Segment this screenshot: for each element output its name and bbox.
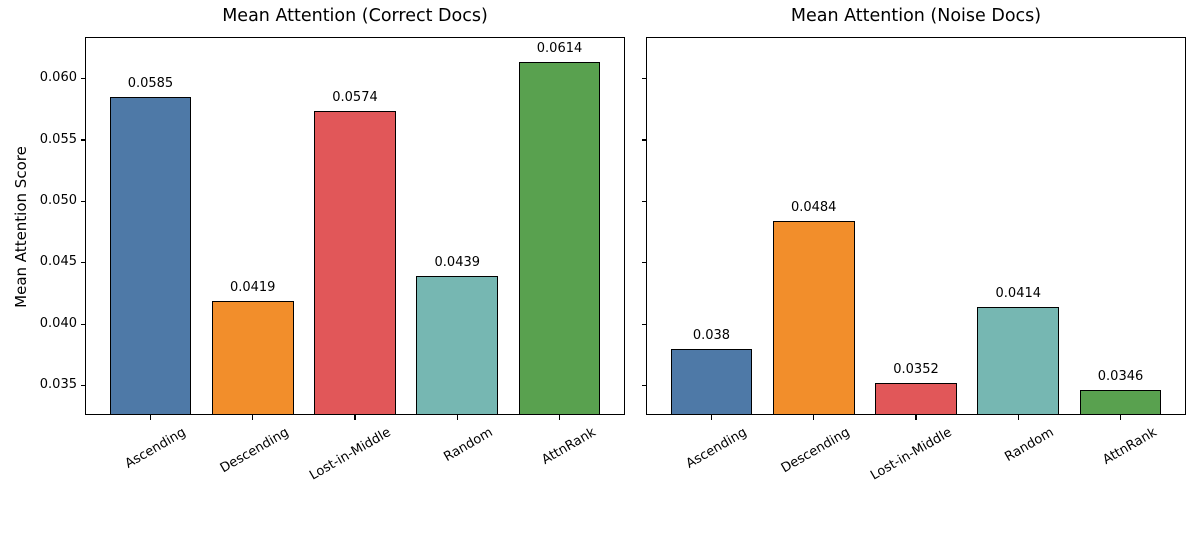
x-tick-mark xyxy=(1017,415,1019,420)
y-tick-mark xyxy=(80,200,85,203)
bar-descending xyxy=(211,300,294,415)
bar-value-label: 0.038 xyxy=(692,327,731,343)
bar-ascending xyxy=(670,348,753,415)
y-tick-mark xyxy=(641,262,646,264)
x-tick-mark xyxy=(710,415,713,420)
bar-value-label: 0.0484 xyxy=(790,200,837,216)
bar-value-label: 0.0574 xyxy=(332,89,378,105)
right-panel-title: Mean Attention (Noise Docs) xyxy=(790,6,1042,26)
y-tick-mark xyxy=(641,139,646,141)
bar-attnrank xyxy=(1079,390,1162,415)
x-tick-mark xyxy=(252,415,254,420)
bar-value-label: 0.0414 xyxy=(995,286,1042,301)
y-tick-mark xyxy=(80,384,85,387)
left-panel-title: Mean Attention (Correct Docs) xyxy=(222,6,488,26)
x-tick-mark xyxy=(456,415,458,420)
figure: Mean Attention Score Mean Attention (Cor… xyxy=(12,6,1186,484)
x-tick-label-lost-in-middle: Lost-in-Middle xyxy=(307,425,394,484)
x-tick-mark xyxy=(915,415,917,420)
bar-lost-in-middle xyxy=(875,383,957,415)
x-tick-label-attnrank: AttnRank xyxy=(1099,425,1160,468)
y-tick-mark xyxy=(641,200,646,203)
y-tick-mark xyxy=(80,323,85,325)
x-tick-label-random: Random xyxy=(441,425,496,465)
x-tick-mark xyxy=(1119,415,1122,420)
x-tick-mark xyxy=(558,415,561,420)
y-tick-mark xyxy=(641,323,646,325)
y-axis-label: Mean Attention Score xyxy=(12,146,30,308)
y-tick-mark xyxy=(641,78,646,80)
y-tick-label: 0.035 xyxy=(39,377,77,393)
bar-random xyxy=(416,276,499,415)
y-tick-label: 0.060 xyxy=(39,70,77,86)
bar-value-label: 0.0352 xyxy=(893,362,939,378)
x-tick-mark xyxy=(813,415,815,420)
bar-value-label: 0.0419 xyxy=(229,279,276,295)
y-tick-mark xyxy=(80,78,85,80)
x-tick-mark xyxy=(354,415,356,420)
y-tick-mark xyxy=(80,139,85,141)
x-tick-label-descending: Descending xyxy=(778,425,853,477)
bar-attnrank xyxy=(518,61,601,415)
y-tick-label: 0.055 xyxy=(39,131,77,147)
bar-value-label: 0.0614 xyxy=(536,40,583,56)
y-tick-mark xyxy=(641,384,646,387)
x-tick-label-random: Random xyxy=(1002,425,1057,465)
bar-value-label: 0.0346 xyxy=(1097,369,1144,385)
y-tick-mark xyxy=(80,262,85,264)
bar-lost-in-middle xyxy=(314,110,396,415)
bar-value-label: 0.0439 xyxy=(434,255,481,271)
bar-value-label: 0.0585 xyxy=(127,76,174,92)
x-tick-mark xyxy=(149,415,152,420)
bar-random xyxy=(977,307,1060,415)
y-tick-label: 0.040 xyxy=(39,315,77,331)
x-tick-label-lost-in-middle: Lost-in-Middle xyxy=(868,425,955,484)
bar-descending xyxy=(772,221,855,415)
bar-ascending xyxy=(109,97,192,415)
x-tick-label-descending: Descending xyxy=(217,425,292,477)
y-tick-label: 0.050 xyxy=(39,192,77,208)
y-tick-label: 0.045 xyxy=(39,254,77,270)
